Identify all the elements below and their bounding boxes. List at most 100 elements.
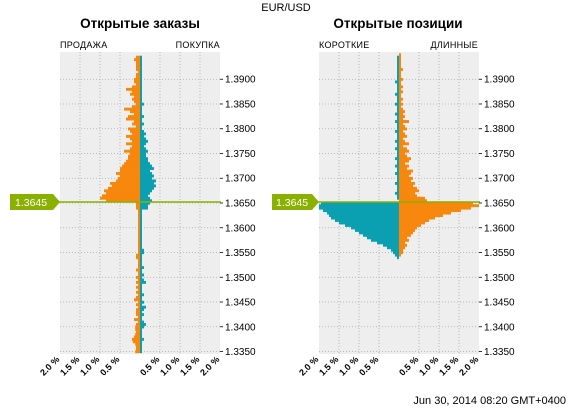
bar [136, 201, 140, 205]
bar [397, 107, 399, 111]
y-tick-label: 1.3600 [225, 223, 256, 234]
bar [399, 248, 403, 252]
bar [136, 204, 140, 208]
bar [124, 162, 140, 166]
open-orders-grid [60, 52, 220, 354]
bar [136, 330, 140, 334]
bar [399, 231, 413, 235]
x-tick-label: 2.0 % [457, 354, 480, 377]
bar [397, 179, 399, 183]
bar [371, 238, 399, 242]
bar [140, 241, 142, 245]
bar [122, 164, 140, 168]
bar [140, 335, 142, 339]
bar [140, 132, 146, 136]
bar [399, 179, 411, 183]
bar [395, 80, 399, 84]
bar [140, 82, 142, 86]
bar [140, 149, 148, 153]
bar [399, 80, 401, 84]
bar [397, 189, 399, 193]
bar [395, 253, 399, 257]
bar [140, 68, 142, 71]
bar [140, 204, 148, 208]
y-tick-label: 1.3700 [484, 174, 515, 185]
bar [395, 112, 399, 116]
bar [399, 58, 401, 62]
bar [399, 132, 405, 136]
bar [130, 110, 140, 114]
bar [397, 125, 399, 128]
bar [140, 172, 152, 175]
open-orders-panel: Открытые заказы ПРОДАЖА ПОКУПКА 1.3350 1.… [38, 16, 256, 378]
x-tick-label: 1.5 % [317, 354, 340, 377]
bar [399, 251, 403, 255]
bar [399, 127, 407, 131]
y-tick-label: 1.3800 [225, 124, 256, 135]
x-tick-label: 1.0 % [417, 354, 440, 377]
y-tick-label: 1.3900 [225, 75, 256, 86]
bar [339, 221, 399, 225]
bar [140, 65, 142, 69]
bar [377, 241, 399, 245]
bar [399, 112, 403, 116]
bar [395, 191, 399, 195]
bar [399, 60, 401, 64]
x-tick-label: 2.0 % [198, 354, 221, 377]
bar [399, 110, 405, 114]
bar [140, 224, 142, 227]
bar [140, 159, 148, 163]
bar [140, 298, 142, 302]
bar [395, 129, 399, 133]
x-tick-label: 0.5 % [138, 354, 161, 377]
bar [399, 139, 405, 143]
bar [397, 75, 399, 79]
bar [140, 134, 144, 138]
bar [136, 73, 140, 76]
open-orders-left-label: ПРОДАЖА [60, 40, 108, 50]
bar [130, 137, 140, 141]
price-tag-shape [272, 194, 319, 210]
y-tick-label: 1.3750 [225, 149, 256, 160]
bar [138, 214, 140, 218]
bar [399, 211, 451, 215]
bar [140, 63, 142, 67]
bar [399, 142, 409, 146]
bar [140, 85, 142, 89]
x-tick-label: 1.5 % [58, 354, 81, 377]
bar [140, 243, 142, 247]
bar [140, 337, 144, 341]
bar [136, 347, 140, 351]
bar [399, 167, 407, 170]
bar [118, 177, 140, 180]
bar [136, 345, 140, 349]
bar [138, 233, 140, 237]
bar [138, 251, 140, 255]
bar [140, 167, 154, 170]
bar [138, 226, 140, 230]
y-tick-label: 1.3750 [484, 149, 515, 160]
bar [140, 201, 150, 205]
bar [399, 191, 415, 195]
bar [140, 174, 154, 178]
bar [397, 256, 399, 260]
bar [399, 115, 405, 118]
bar [399, 97, 403, 101]
bar [355, 228, 399, 232]
bar [140, 162, 150, 166]
bar [140, 189, 152, 193]
bar [140, 303, 142, 307]
bar [399, 147, 407, 151]
bar [140, 147, 146, 151]
bar [124, 107, 140, 111]
bar [138, 278, 140, 282]
bar [140, 248, 144, 252]
bar [138, 228, 140, 232]
bar [399, 102, 403, 106]
bar [395, 92, 399, 96]
bar [319, 206, 399, 210]
bar [136, 125, 140, 128]
bar [140, 295, 142, 299]
bar [399, 214, 443, 218]
bar [140, 323, 146, 326]
